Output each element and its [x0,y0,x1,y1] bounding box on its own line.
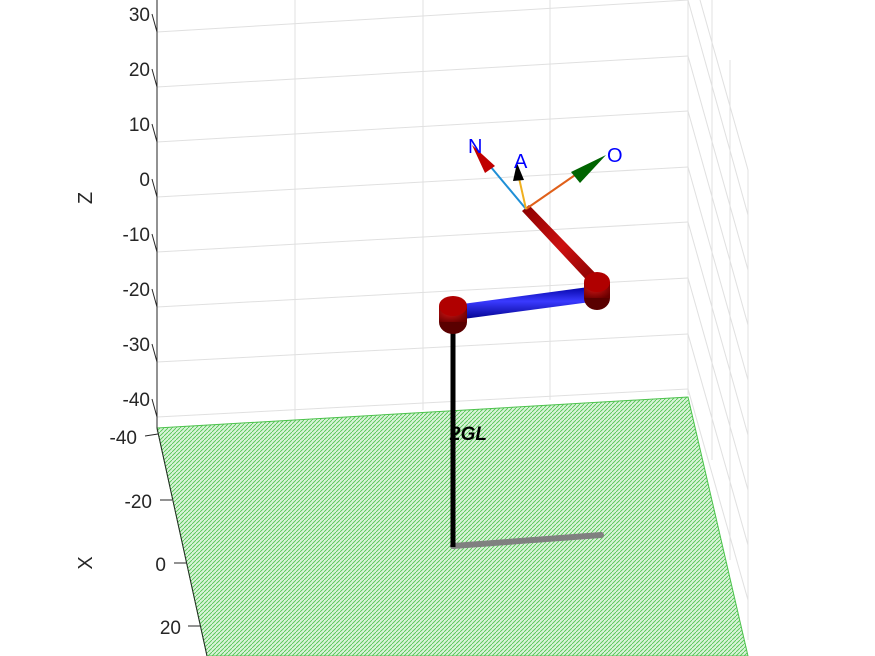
x-axis-tick-labels: -40 -20 0 20 [110,428,181,639]
z-axis-title: Z [75,192,97,204]
a-arrow-head [513,163,524,181]
x-tick-label: 0 [155,555,166,576]
robot-link-1 [455,286,598,320]
side-wall-grid [687,0,749,640]
z-axis-ticks [151,13,158,418]
z-tick-label: 20 [129,60,150,81]
z-tick-label: -40 [123,390,150,411]
back-wall-grid [156,0,689,432]
z-tick-label: 10 [129,115,150,136]
shoulder-joint [439,296,467,334]
robot-shadow [450,532,604,549]
z-tick-label: 0 [139,170,150,191]
o-arrow-head [571,155,606,183]
z-tick-label: -30 [123,335,150,356]
x-tick-label: -40 [110,428,137,449]
x-axis-ticks [144,433,200,627]
x-axis-line [156,427,208,656]
a-axis-line [518,177,527,210]
robot-name-label: 2GL [449,424,487,445]
z-tick-label: -20 [123,280,150,301]
o-frame-label: O [607,145,623,167]
end-effector-frame: N O A [468,136,623,210]
robot-link-2 [522,205,602,288]
x-tick-label: 20 [160,618,181,639]
n-frame-label: N [468,136,482,158]
a-frame-label: A [514,151,528,173]
x-tick-label: -20 [125,492,152,513]
z-axis-tick-labels: 30 20 10 0 -10 -20 -30 -40 [123,5,150,411]
x-axis-title: X [75,556,97,569]
n-arrow-head [472,145,495,173]
z-tick-label: -10 [123,225,150,246]
o-axis-line [525,172,579,210]
elbow-joint [584,272,610,310]
z-tick-label: 30 [129,5,150,26]
